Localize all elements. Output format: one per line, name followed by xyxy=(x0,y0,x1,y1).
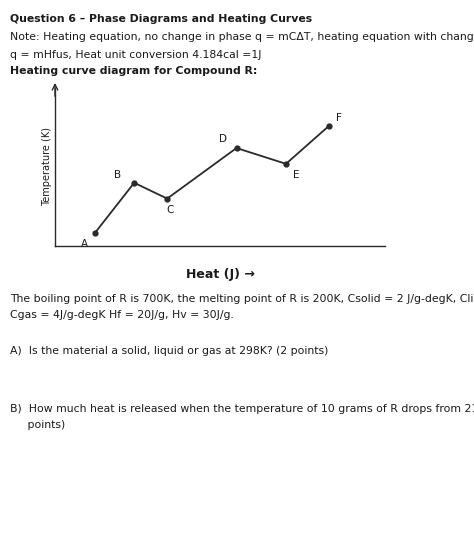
Text: Heating curve diagram for Compound R:: Heating curve diagram for Compound R: xyxy=(10,66,257,76)
Text: q = mHfus, Heat unit conversion 4.184cal =1J: q = mHfus, Heat unit conversion 4.184cal… xyxy=(10,50,262,60)
Text: Note: Heating equation, no change in phase q = mCΔT, heating equation with chang: Note: Heating equation, no change in pha… xyxy=(10,32,474,42)
Text: A)  Is the material a solid, liquid or gas at 298K? (2 points): A) Is the material a solid, liquid or ga… xyxy=(10,346,328,356)
Text: B)  How much heat is released when the temperature of 10 grams of R drops from 2: B) How much heat is released when the te… xyxy=(10,404,474,414)
Text: points): points) xyxy=(10,420,65,430)
Text: Cgas = 4J/g-degK Hf = 20J/g, Hv = 30J/g.: Cgas = 4J/g-degK Hf = 20J/g, Hv = 30J/g. xyxy=(10,310,234,320)
Text: A: A xyxy=(81,239,88,249)
Text: B: B xyxy=(114,170,121,180)
Text: F: F xyxy=(336,113,342,123)
Text: The boiling point of R is 700K, the melting point of R is 200K, Csolid = 2 J/g-d: The boiling point of R is 700K, the melt… xyxy=(10,294,474,304)
Text: Question 6 – Phase Diagrams and Heating Curves: Question 6 – Phase Diagrams and Heating … xyxy=(10,14,312,24)
Y-axis label: Temperature (K): Temperature (K) xyxy=(42,127,52,207)
Text: E: E xyxy=(292,170,299,180)
Text: C: C xyxy=(167,205,174,215)
Text: Heat (J) →: Heat (J) → xyxy=(185,268,255,281)
Text: D: D xyxy=(219,134,228,144)
